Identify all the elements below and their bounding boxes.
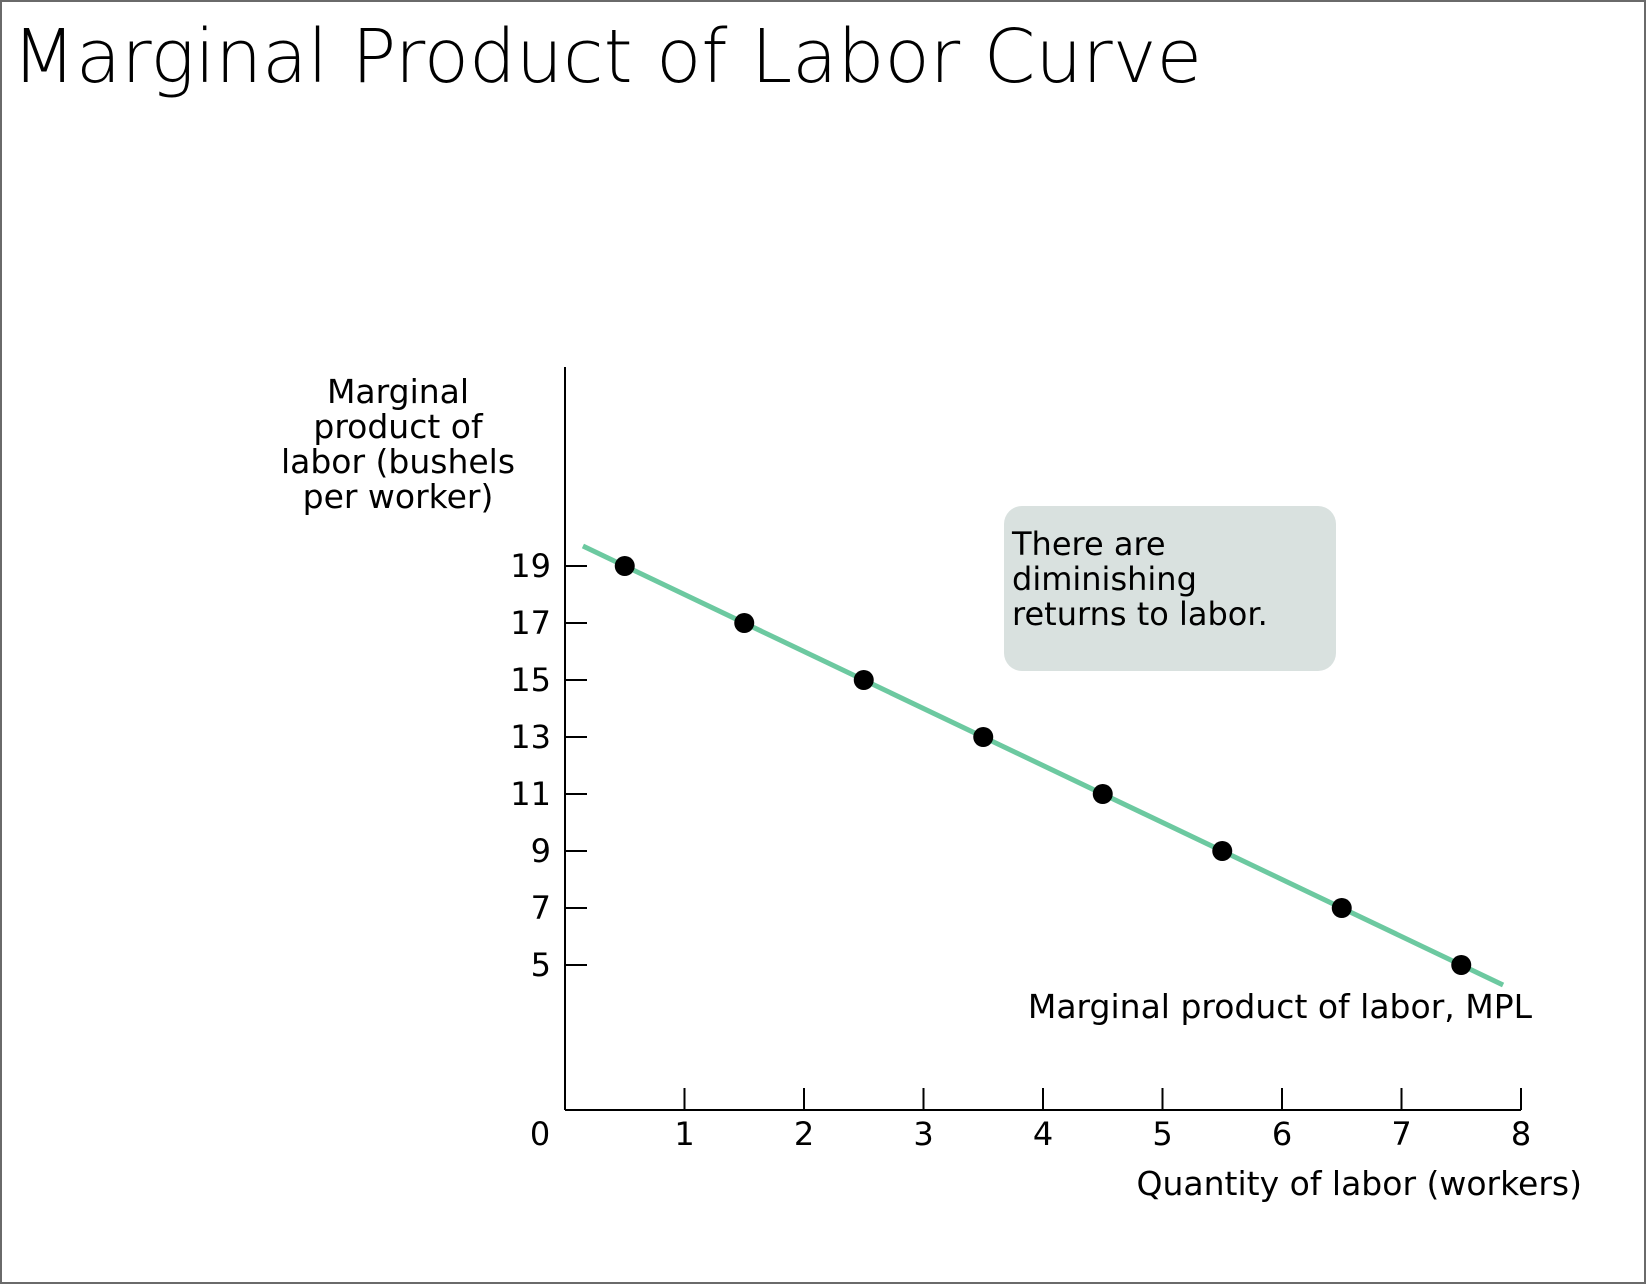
data-point	[1212, 841, 1233, 861]
x-tick-label: 5	[1152, 1115, 1172, 1153]
x-tick-label: 6	[1272, 1115, 1292, 1153]
x-tick-label: 4	[1033, 1115, 1053, 1153]
y-tick-label: 17	[510, 604, 551, 642]
x-tick-label: 2	[794, 1115, 814, 1153]
data-point	[614, 556, 635, 576]
annotation-text-line: There are	[1011, 525, 1166, 563]
y-tick-label: 9	[531, 832, 551, 870]
annotation-box	[1004, 506, 1336, 671]
slide-title: Marginal Product of Labor Curve	[12, 14, 1203, 100]
y-tick-label: 5	[531, 946, 551, 984]
y-tick-label: 7	[531, 889, 551, 927]
data-point	[1331, 898, 1352, 918]
annotation-text-line: diminishing	[1012, 560, 1197, 598]
x-axis-label: Quantity of labor (workers)	[1137, 1164, 1582, 1203]
x-tick-label: 8	[1511, 1115, 1531, 1153]
x-tick-label: 1	[674, 1115, 694, 1153]
y-axis-label-line: Marginal	[327, 372, 469, 411]
y-axis-label-line: product of	[313, 407, 484, 446]
x-tick-label: 0	[530, 1115, 550, 1153]
y-axis-label-line: per worker)	[303, 477, 494, 516]
data-point	[973, 727, 994, 747]
y-tick-label: 13	[510, 718, 551, 756]
y-tick-label: 19	[510, 547, 551, 585]
y-tick-label: 15	[510, 661, 551, 699]
y-axis-label-line: labor (bushels	[281, 442, 515, 481]
series-label: Marginal product of labor, MPL	[1028, 987, 1533, 1026]
annotation-text-line: returns to labor.	[1012, 595, 1268, 633]
x-tick-label: 3	[913, 1115, 933, 1153]
data-point	[734, 613, 755, 633]
data-point	[1092, 784, 1113, 804]
data-point	[1451, 955, 1472, 975]
data-point	[853, 670, 874, 690]
y-tick-label: 11	[510, 775, 551, 813]
x-tick-label: 7	[1391, 1115, 1411, 1153]
